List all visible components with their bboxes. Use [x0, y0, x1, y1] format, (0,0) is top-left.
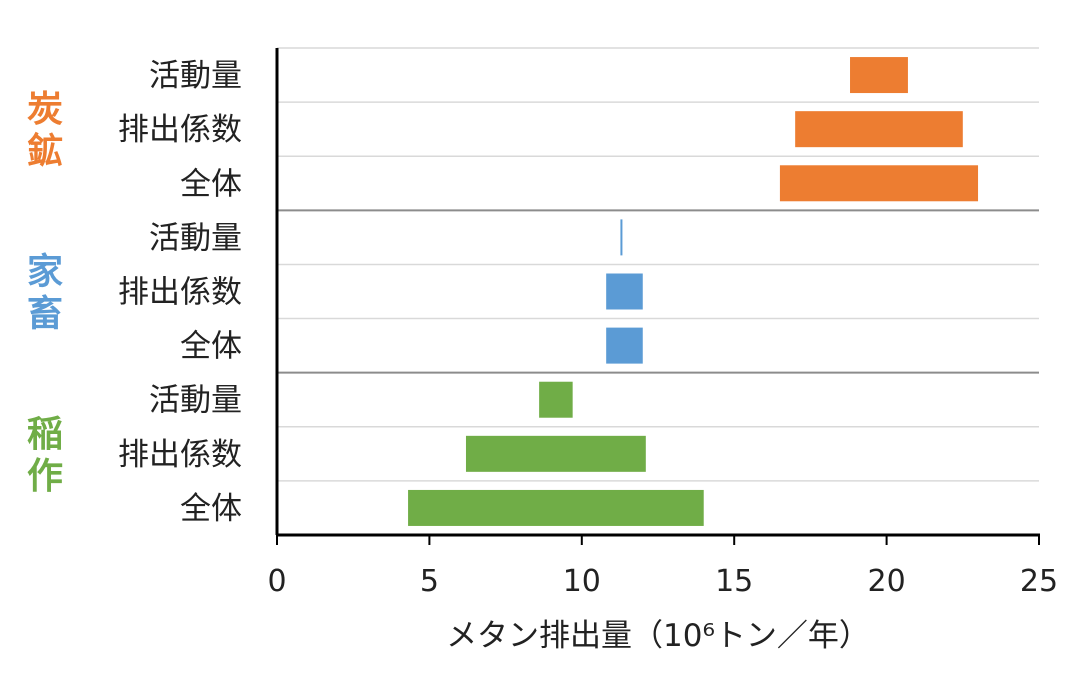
x-tick-label: 0: [267, 564, 286, 599]
x-tick-label: 20: [868, 564, 906, 599]
category-label: 排出係数: [118, 112, 242, 148]
category-label: 全体: [180, 166, 242, 202]
x-tick-label: 25: [1020, 564, 1058, 599]
bar-稲作-排出係数: [465, 435, 646, 472]
category-label: 活動量: [149, 58, 242, 94]
category-label: 排出係数: [118, 275, 242, 311]
bar-炭鉱-排出係数: [795, 111, 963, 148]
bar-炭鉱-活動量: [850, 57, 908, 94]
bar-稲作-全体: [408, 489, 704, 526]
x-axis-title: メタン排出量（10⁶トン／年）: [446, 618, 870, 654]
bar-家畜-全体: [606, 327, 643, 364]
x-tick-label: 10: [563, 564, 601, 599]
grid-layer: [277, 47, 1039, 482]
group-label-0: 炭鉱: [27, 89, 63, 172]
x-tick-label: 5: [420, 564, 439, 599]
category-label: 全体: [180, 329, 242, 365]
bar-家畜-活動量: [620, 219, 623, 256]
category-label: 排出係数: [118, 437, 242, 473]
x-tick-label: 15: [715, 564, 753, 599]
bar-layer: [408, 57, 979, 526]
group-label-2: 稲作: [27, 414, 63, 497]
bar-炭鉱-全体: [779, 165, 979, 202]
category-label: 活動量: [149, 220, 242, 256]
bar-稲作-活動量: [539, 381, 573, 418]
axis-layer: 0 5 10 15 20 25: [267, 48, 1058, 599]
category-label: 活動量: [149, 383, 242, 419]
bar-家畜-排出係数: [606, 273, 643, 310]
category-label: 全体: [180, 491, 242, 527]
group-label-1: 家畜: [27, 252, 63, 335]
